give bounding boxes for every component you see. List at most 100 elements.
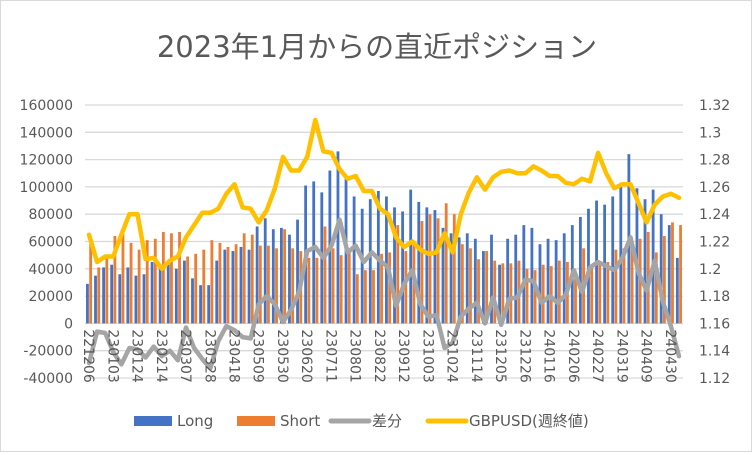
bar-long — [562, 233, 566, 324]
bar-short — [347, 249, 351, 324]
y-right-tick-label: 1.32 — [699, 98, 730, 114]
bar-short — [323, 226, 327, 324]
bar-short — [590, 264, 594, 324]
bar-short — [525, 268, 529, 324]
bar-long — [312, 181, 316, 324]
y-left-tick-label: -20000 — [23, 344, 73, 360]
y-left-tick-label: 140000 — [20, 125, 73, 141]
y-right-tick-label: 1.26 — [699, 180, 730, 196]
bar-short — [153, 238, 157, 324]
bar-long — [199, 285, 202, 324]
y-right-tick-label: 1.12 — [699, 371, 730, 387]
y-right-tick-label: 1.24 — [699, 207, 730, 223]
bar-short — [396, 225, 400, 324]
x-tick-label: 240206 — [565, 329, 581, 383]
bar-long — [166, 260, 170, 324]
x-tick-label: 230124 — [129, 329, 145, 383]
bar-short — [380, 253, 383, 324]
x-tick-label: 230801 — [347, 329, 363, 382]
x-tick-label: 230214 — [153, 329, 169, 383]
bar-long — [215, 260, 219, 324]
bar-long — [514, 234, 518, 324]
legend-label-diff: 差分 — [372, 412, 402, 430]
bar-long — [667, 225, 671, 324]
bar-short — [509, 263, 513, 324]
y-right-tick-label: 1.28 — [699, 153, 730, 169]
bar-long — [659, 214, 663, 324]
bar-long — [393, 207, 396, 324]
bar-short — [541, 264, 545, 324]
bar-long — [578, 216, 582, 324]
bar-short — [242, 233, 246, 324]
bar-long — [360, 208, 364, 324]
bar-long — [142, 274, 146, 324]
bar-short — [331, 248, 335, 324]
bar-long — [279, 227, 283, 324]
bar-long — [86, 283, 89, 324]
bar-long — [546, 238, 550, 324]
bar-long — [94, 275, 97, 324]
bar-long — [207, 285, 211, 324]
chart-title: 2023年1月からの直近ポジション — [157, 30, 597, 64]
y-left-tick-label: 0 — [64, 316, 73, 332]
bar-short — [662, 236, 666, 324]
x-tick-label: 240409 — [638, 329, 654, 382]
bar-long — [417, 201, 421, 324]
bar-short — [363, 270, 367, 324]
bar-long — [174, 268, 178, 324]
bar-short — [194, 253, 198, 324]
bar-long — [433, 210, 437, 324]
y-left-tick-label: 20000 — [28, 289, 73, 305]
bar-short — [622, 248, 626, 324]
bar-short — [404, 251, 408, 324]
bar-short — [679, 225, 682, 324]
bar-long — [538, 244, 542, 324]
x-tick-label: 231205 — [492, 329, 508, 382]
bar-short — [606, 261, 610, 324]
bar-long — [530, 227, 534, 324]
y-right-tick-label: 1.14 — [699, 344, 730, 360]
bar-long — [473, 238, 477, 324]
x-tick-label: 230822 — [371, 329, 387, 382]
x-tick-label: 230418 — [226, 329, 242, 382]
bar-long — [554, 240, 558, 324]
x-tick-label: 230711 — [322, 329, 338, 382]
bar-short — [307, 257, 311, 324]
bar-short — [614, 249, 618, 324]
bar-short — [129, 242, 133, 324]
bar-short — [598, 261, 602, 324]
bar-long — [183, 260, 186, 324]
bar-long — [191, 278, 194, 324]
bar-long — [425, 207, 429, 324]
bar-long — [465, 233, 469, 324]
bar-short — [469, 248, 472, 324]
x-tick-label: 230912 — [395, 329, 411, 382]
bar-short — [258, 245, 262, 324]
x-tick-label: 230307 — [177, 329, 193, 382]
bar-short — [671, 222, 674, 324]
bar-long — [619, 182, 623, 324]
bar-short — [339, 255, 343, 324]
bar-long — [643, 199, 647, 324]
bar-long — [490, 234, 493, 324]
x-tick-label: 230620 — [298, 329, 314, 382]
bar-short — [234, 244, 238, 324]
bar-long — [126, 267, 130, 324]
bar-short — [275, 248, 278, 324]
bar-short — [372, 270, 375, 324]
x-axis: 221206 230103 230124 230214 230307 230328 2304… — [80, 329, 678, 383]
bar-short — [121, 233, 125, 324]
y-right-tick-label: 1.16 — [699, 316, 730, 332]
y-axis-right: 1.12 1.14 1.16 1.18 1.2 1.22 1.24 1.26 1.28 1.3 1.… — [699, 98, 730, 387]
bar-short — [178, 231, 181, 324]
bar-short — [428, 214, 432, 324]
x-tick-label: 231226 — [516, 329, 532, 383]
bar-long — [441, 227, 445, 324]
bar-long — [482, 251, 485, 324]
line-diff — [86, 217, 682, 371]
bar-short — [493, 260, 497, 324]
bar-long — [102, 267, 106, 324]
bar-long — [368, 199, 372, 324]
bar-long — [255, 226, 259, 324]
bar-short — [202, 249, 206, 324]
